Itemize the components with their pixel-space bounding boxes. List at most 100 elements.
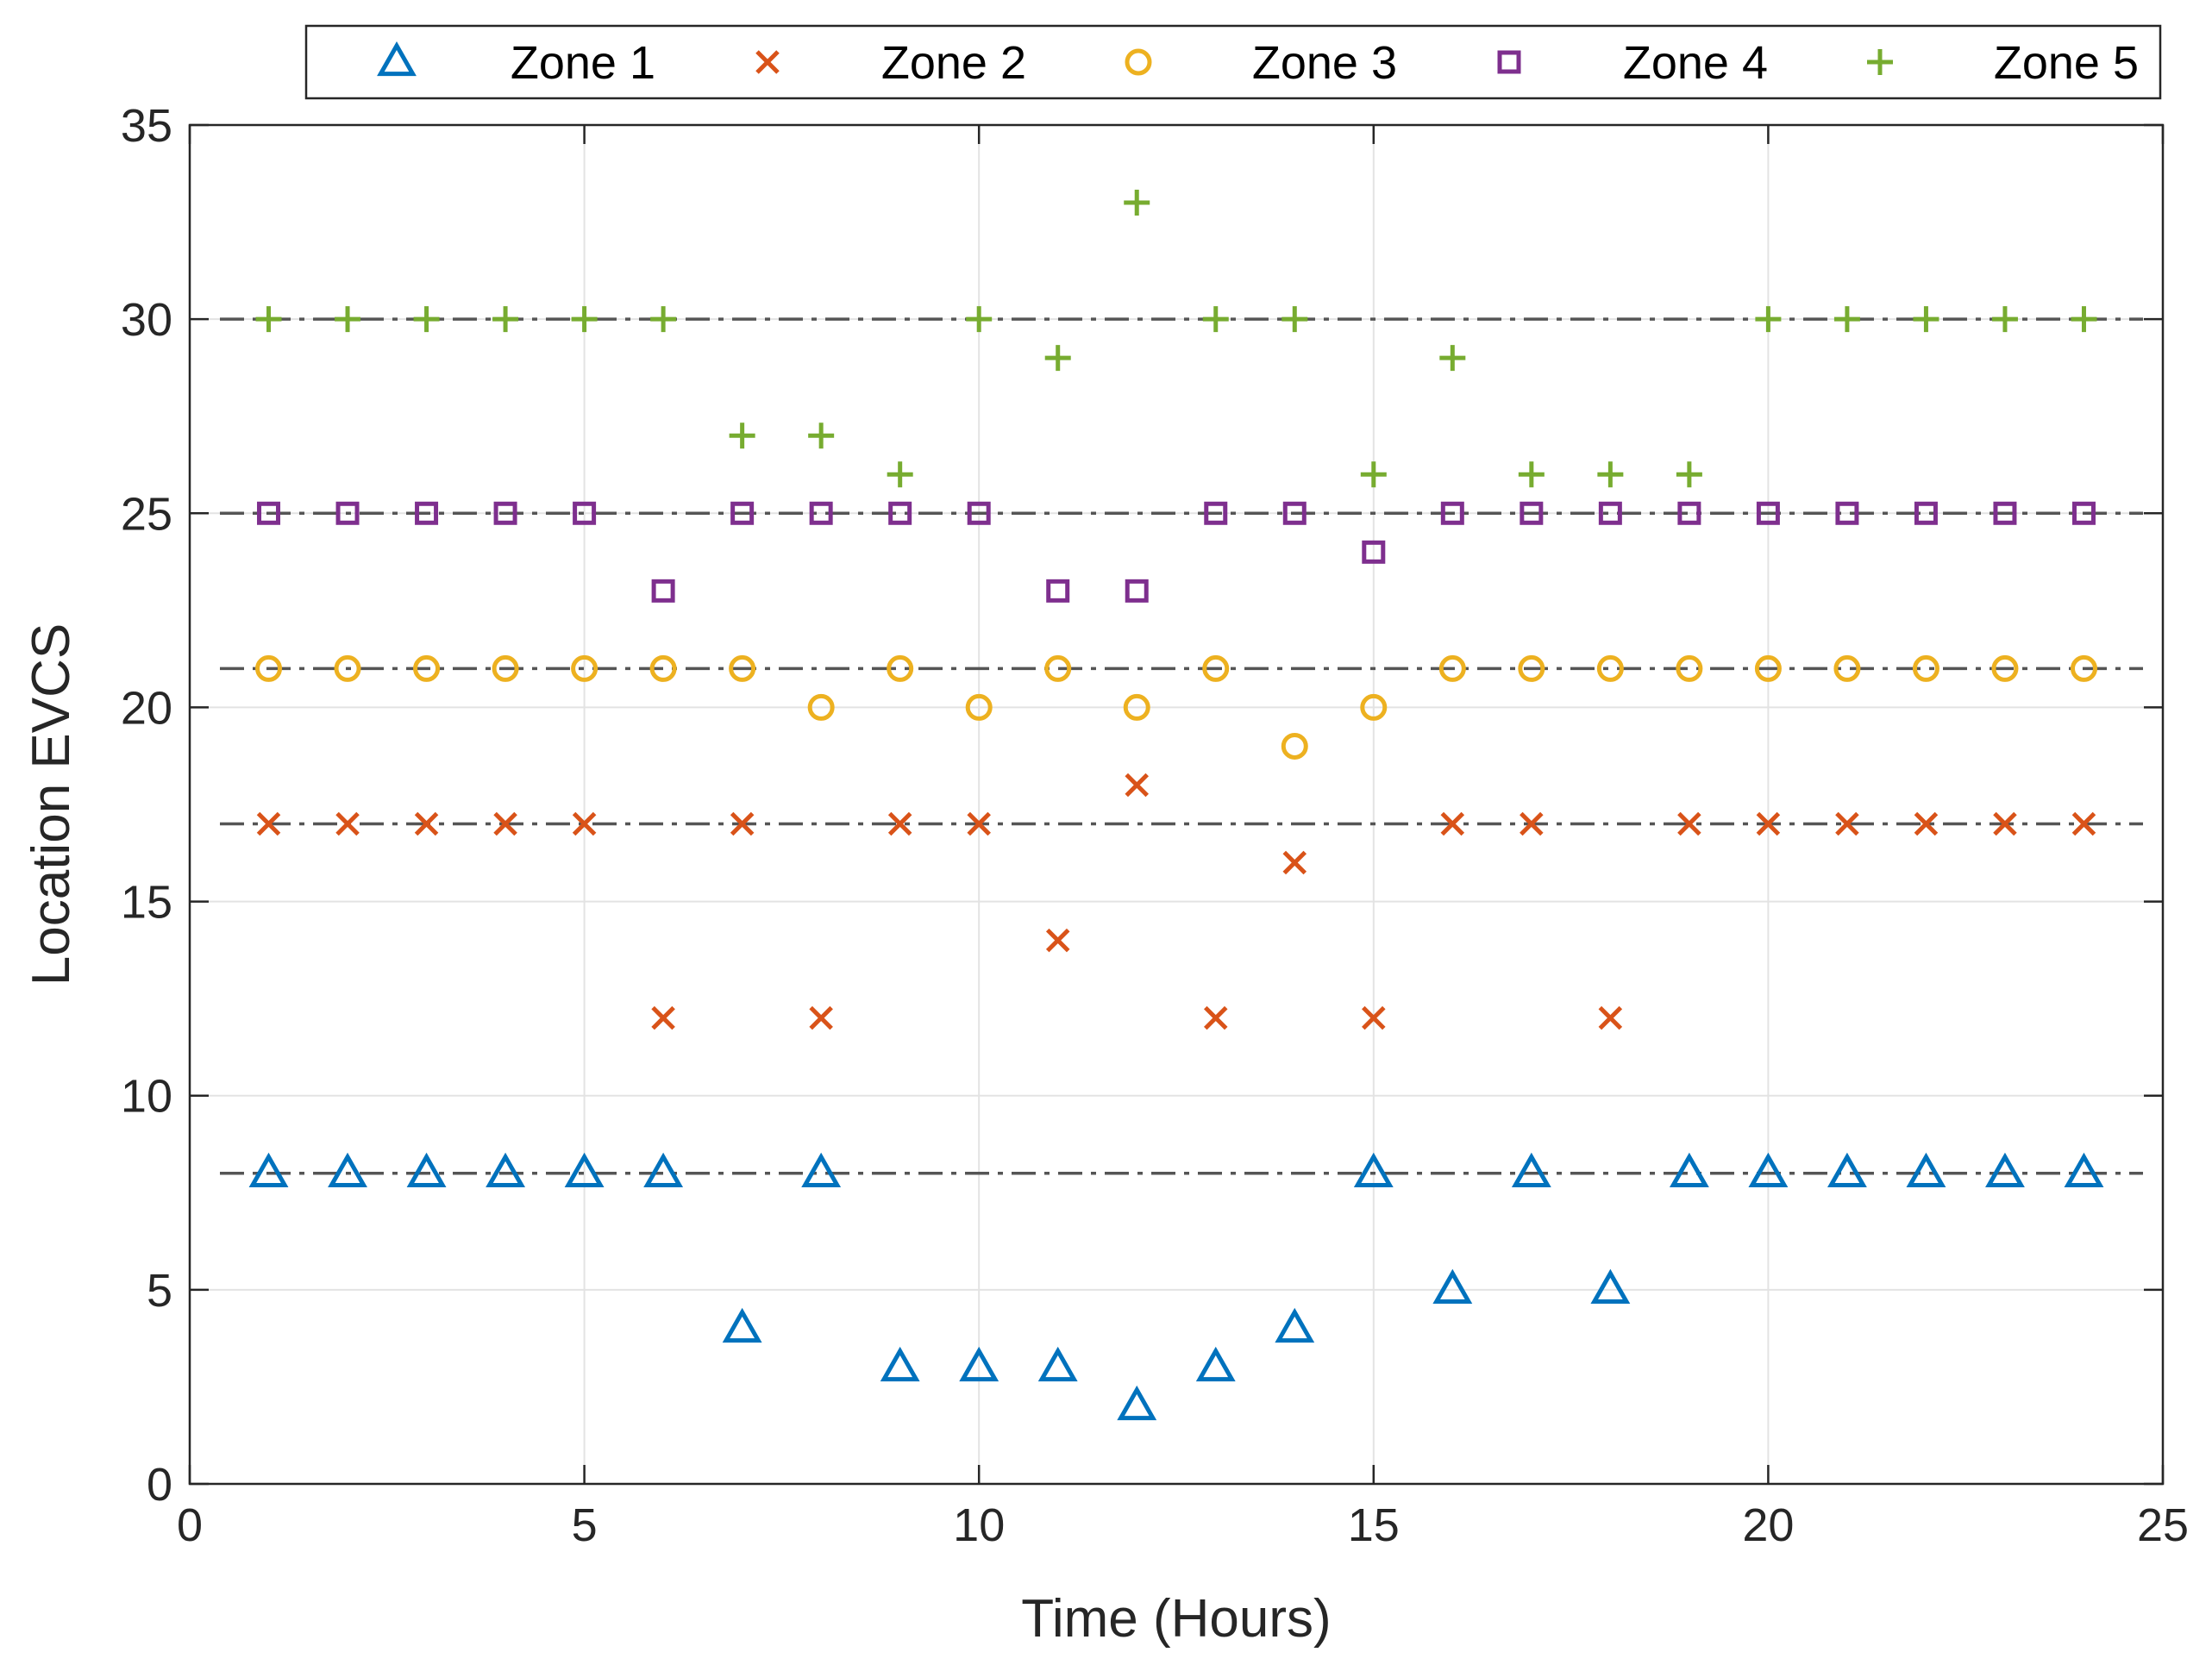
zone-4-point <box>415 501 439 525</box>
legend-label-zone-5: Zone 5 <box>1994 37 2139 89</box>
zone-1-point <box>1590 1268 1631 1305</box>
zone-2-point <box>1598 1005 1623 1030</box>
zone-4-point <box>1677 501 1701 525</box>
zone-5-point <box>413 306 440 333</box>
zone-3-point <box>413 654 441 682</box>
zone-1-point <box>1669 1152 1709 1187</box>
zone-1-point <box>801 1152 842 1187</box>
zone-4-point <box>651 579 675 603</box>
zone-1-point <box>248 1152 289 1187</box>
zone-2-point <box>1677 811 1701 836</box>
zone-4-point <box>1282 501 1307 525</box>
zone-5-point <box>966 306 993 333</box>
zone-1-point <box>1827 1152 1867 1187</box>
plot-frame <box>188 123 2165 1486</box>
zone-3-point <box>334 654 361 682</box>
zone-2-point <box>730 811 755 836</box>
zone-1-point <box>406 1152 447 1187</box>
x-tick-label: 25 <box>2137 1499 2189 1551</box>
zone-5-point <box>1360 461 1387 488</box>
zone-4-point <box>1046 579 1070 603</box>
legend-marker-zone-5 <box>1867 49 1893 75</box>
zone-1-point <box>486 1152 526 1187</box>
zone-1-point <box>1511 1152 1551 1187</box>
zone-2-point <box>887 811 912 836</box>
zone-3-point <box>1123 693 1150 721</box>
x-tick-label: 20 <box>1742 1499 1794 1551</box>
zone-5-point <box>887 461 913 488</box>
legend: Zone 1 Zone 2 Zone 3 Zone 4 Zone 5 <box>304 24 2162 100</box>
zone-5-point <box>1991 306 2018 333</box>
zone-3-point <box>1438 654 1466 682</box>
zone-3-point <box>1833 654 1861 682</box>
zone-5-point <box>808 422 835 449</box>
zone-4-point <box>1993 501 2017 525</box>
zone-1-point <box>880 1346 920 1382</box>
zone-1-point <box>1432 1268 1473 1305</box>
zone-3-point <box>729 654 756 682</box>
zone-2-point <box>414 811 439 836</box>
zone-4-point <box>335 501 360 525</box>
zone-1-point <box>328 1152 367 1187</box>
zone-2-point <box>967 811 991 836</box>
zone-3-point <box>887 654 914 682</box>
zone-4-point <box>257 501 281 525</box>
y-tick-label: 15 <box>121 877 172 929</box>
zone-4-point <box>1204 501 1228 525</box>
zone-5-point <box>650 306 677 333</box>
y-tick-label: 10 <box>121 1071 172 1123</box>
zone-4-point <box>1598 501 1622 525</box>
zone-3-point <box>571 654 598 682</box>
zone-4-point <box>1440 501 1464 525</box>
zone-5-point <box>571 306 598 333</box>
zone-1-point <box>2064 1152 2104 1187</box>
y-axis-label: Location EVCS <box>22 623 81 986</box>
zone-4-point <box>573 501 597 525</box>
zone-5-point <box>1676 461 1702 488</box>
zone-5-point <box>1044 345 1071 372</box>
zone-2-point <box>1993 811 2017 836</box>
legend-label-zone-3: Zone 3 <box>1252 37 1397 89</box>
zone-4-point <box>1125 579 1149 603</box>
zone-1-point <box>1195 1346 1236 1382</box>
zone-1-point <box>1985 1152 2025 1187</box>
legend-marker-zone-3 <box>1125 48 1152 76</box>
legend-marker-zone-1 <box>377 41 417 77</box>
zone-5-point <box>2071 306 2097 333</box>
zone-2-point <box>1440 811 1465 836</box>
zone-1-point <box>722 1307 762 1343</box>
zone-1-point <box>643 1152 684 1187</box>
zone-2-point <box>2071 811 2096 836</box>
zone-3-point <box>1360 693 1388 721</box>
zone-5-point <box>1597 461 1624 488</box>
zone-4-point <box>493 501 517 525</box>
zone-3-point <box>255 654 283 682</box>
y-tick-label: 5 <box>147 1265 172 1317</box>
zone-2-point <box>1835 811 1859 836</box>
zone-2-point <box>1362 1005 1386 1030</box>
y-tick-label: 25 <box>121 488 172 540</box>
y-tick-label: 35 <box>121 100 172 152</box>
zone-3-point <box>965 693 993 721</box>
zone-5-point <box>1281 306 1308 333</box>
zone-3-point <box>807 693 835 721</box>
zone-3-point <box>1754 654 1782 682</box>
zone-2-point <box>1125 773 1150 798</box>
zone-1-point <box>1748 1152 1789 1187</box>
zone-2-point <box>1520 811 1544 836</box>
legend-marker-zone-2 <box>755 50 780 74</box>
zone-2-point <box>1045 928 1070 953</box>
zone-5-point <box>492 306 519 333</box>
zone-3-point <box>649 654 677 682</box>
zone-2-point <box>809 1005 833 1030</box>
zone-4-point <box>730 501 755 525</box>
zone-3-point <box>1202 654 1230 682</box>
zone-5-point <box>1439 345 1466 372</box>
zone-5-point <box>255 306 282 333</box>
zone-4-point <box>1362 540 1386 564</box>
zone-5-point <box>1124 190 1150 216</box>
legend-label-zone-4: Zone 4 <box>1623 37 1768 89</box>
zone-2-point <box>651 1005 675 1030</box>
